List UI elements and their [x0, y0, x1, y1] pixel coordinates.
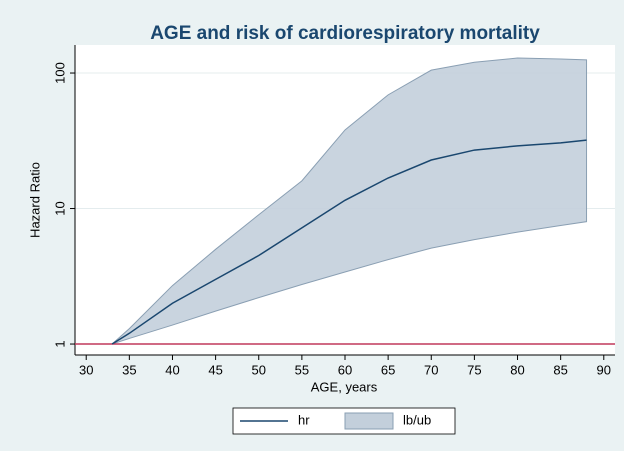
y-axis-title: Hazard Ratio [27, 162, 42, 238]
x-tick-label: 55 [295, 362, 309, 377]
x-axis-title: AGE, years [311, 379, 378, 394]
x-tick-label: 60 [338, 362, 352, 377]
x-tick-label: 80 [510, 362, 524, 377]
y-tick-label: 100 [52, 62, 67, 84]
x-tick-label: 50 [252, 362, 266, 377]
x-tick-label: 70 [424, 362, 438, 377]
y-tick-label: 10 [52, 201, 67, 215]
y-tick-label: 1 [52, 340, 67, 347]
legend-label: hr [298, 412, 310, 427]
chart-title: AGE and risk of cardiorespiratory mortal… [150, 23, 540, 44]
x-tick-label: 65 [381, 362, 395, 377]
legend-swatch [344, 412, 394, 430]
x-tick-label: 90 [597, 362, 611, 377]
x-tick-label: 35 [122, 362, 136, 377]
x-tick-label: 45 [208, 362, 222, 377]
x-tick-label: 75 [467, 362, 481, 377]
x-tick-label: 85 [553, 362, 567, 377]
x-tick-label: 30 [79, 362, 93, 377]
line [111, 139, 587, 345]
legend-label: lb/ub [403, 412, 431, 427]
x-tick-label: 40 [165, 362, 179, 377]
